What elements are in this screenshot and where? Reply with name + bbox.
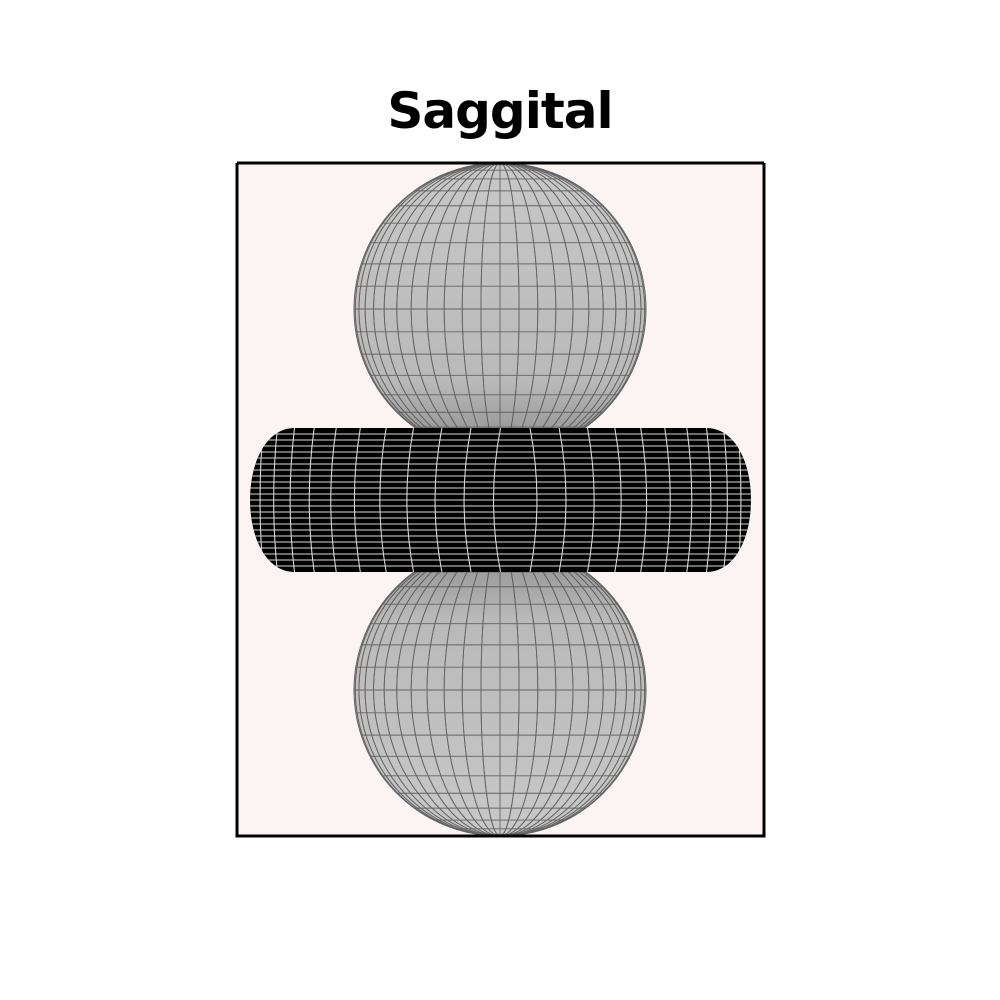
torus-meridian (353, 428, 361, 572)
lower-sphere-lobe (353, 543, 647, 836)
torus-meridian (330, 428, 337, 572)
torus-meridian (529, 428, 538, 572)
torus-meridian (614, 428, 622, 572)
torus-meridian (406, 428, 415, 572)
torus-meridian (492, 428, 502, 572)
torus-meridian (558, 428, 567, 572)
torus-meridian (273, 428, 278, 572)
upper-sphere-lobe (353, 163, 647, 456)
torus-ring (250, 428, 751, 572)
figure-title: Saggital (387, 82, 613, 140)
plot-frame (235, 161, 766, 838)
torus-meridian (723, 428, 728, 572)
torus-meridian (664, 428, 671, 572)
torus-meridian (434, 428, 443, 572)
torus-meridian (686, 428, 693, 572)
torus-meridian (705, 428, 712, 572)
torus-meridian (640, 428, 648, 572)
torus-meridian (586, 428, 595, 572)
torus-meridian (463, 428, 472, 572)
torus-meridian (308, 428, 315, 572)
torus-meridian (379, 428, 387, 572)
torus-meridian (289, 428, 296, 572)
